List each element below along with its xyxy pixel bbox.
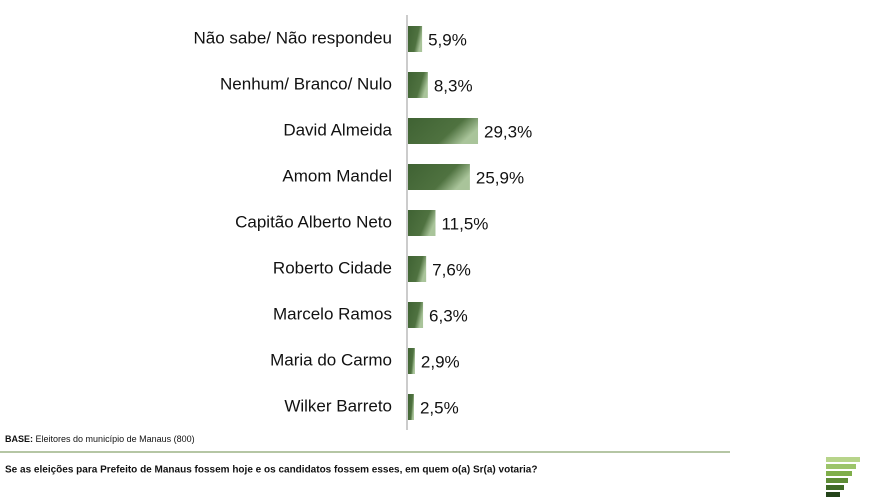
- question: Se as eleições para Prefeito de Manaus f…: [5, 465, 537, 476]
- value-label: 2,9%: [421, 352, 460, 371]
- value-label: 2,5%: [420, 398, 459, 417]
- bar: [408, 348, 415, 374]
- value-label: 5,9%: [428, 30, 467, 49]
- bar: [408, 210, 436, 236]
- value-label: 8,3%: [434, 76, 473, 95]
- base-note: BASE: Eleitores do município de Manaus (…: [5, 434, 195, 444]
- category-label: Não sabe/ Não respondeu: [194, 28, 392, 47]
- category-label: Wilker Barreto: [284, 396, 392, 415]
- bar: [408, 164, 470, 190]
- bar: [408, 72, 428, 98]
- value-label: 11,5%: [441, 214, 488, 233]
- bar: [408, 394, 414, 420]
- base-text: Eleitores do município de Manaus (800): [36, 434, 195, 444]
- category-label: David Almeida: [283, 120, 392, 139]
- category-label: Capitão Alberto Neto: [235, 212, 392, 231]
- category-label: Roberto Cidade: [273, 258, 392, 277]
- category-label: Maria do Carmo: [270, 350, 392, 369]
- value-label: 25,9%: [476, 168, 524, 187]
- value-label: 7,6%: [432, 260, 471, 279]
- base-label: BASE:: [5, 434, 33, 444]
- category-label: Marcelo Ramos: [273, 304, 392, 323]
- logo: [826, 457, 860, 497]
- category-label: Amom Mandel: [282, 166, 392, 185]
- value-label: 6,3%: [429, 306, 468, 325]
- category-label: Nenhum/ Branco/ Nulo: [220, 74, 392, 93]
- bar: [408, 118, 479, 144]
- bar: [408, 256, 427, 282]
- value-label: 29,3%: [484, 122, 532, 141]
- bar: [408, 26, 423, 52]
- bar: [408, 302, 424, 328]
